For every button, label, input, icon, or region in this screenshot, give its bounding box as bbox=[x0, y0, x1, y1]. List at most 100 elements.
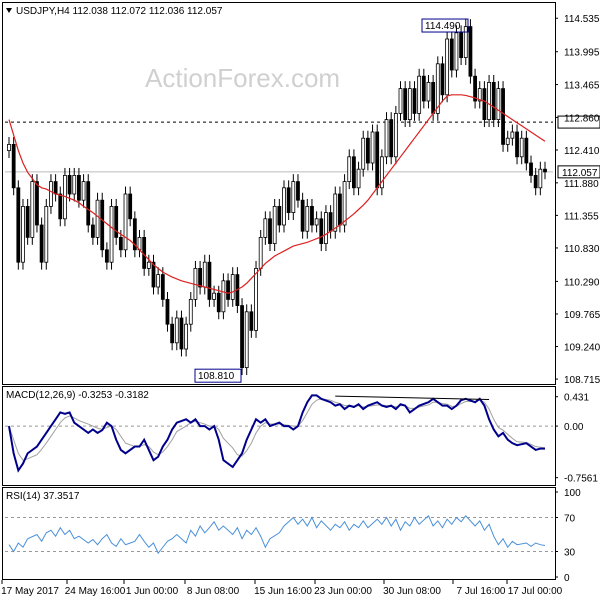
candle-body bbox=[128, 193, 133, 220]
candle-body bbox=[482, 88, 487, 120]
candle-body bbox=[505, 137, 510, 145]
candle-body bbox=[338, 193, 342, 226]
price-tick-label: 108.715 bbox=[564, 375, 600, 386]
x-tick-label: 7 Jul 16:00 bbox=[457, 586, 506, 597]
candle-body bbox=[160, 274, 165, 300]
candle-body bbox=[188, 298, 193, 325]
candle-body bbox=[11, 143, 16, 189]
candle-body bbox=[300, 199, 305, 232]
candle-body bbox=[90, 224, 95, 238]
candle-body bbox=[104, 249, 109, 263]
candle-body bbox=[165, 298, 170, 325]
candle-body bbox=[463, 26, 468, 59]
x-tick-label: 15 Jun 16:00 bbox=[254, 586, 312, 597]
price-tick-label: 109.240 bbox=[564, 343, 600, 354]
candle-body bbox=[230, 274, 235, 300]
rsi-tick-label: 100 bbox=[564, 488, 581, 499]
candle-body bbox=[202, 261, 207, 288]
price-tick-label: 113.995 bbox=[564, 48, 600, 59]
price-panel bbox=[2, 2, 556, 385]
x-tick-label: 17 May 2017 bbox=[1, 586, 59, 597]
candle-body bbox=[328, 212, 333, 232]
price-tick-label: 109.765 bbox=[564, 310, 600, 321]
current-price-label: 112.057 bbox=[562, 168, 598, 179]
macd-tick-label: -0.7561 bbox=[564, 474, 598, 485]
candle-body bbox=[491, 82, 496, 121]
candle-body bbox=[529, 162, 533, 176]
candle-body bbox=[263, 218, 268, 238]
candle-body bbox=[249, 311, 254, 331]
candle-body bbox=[7, 143, 11, 151]
candle-body bbox=[179, 317, 184, 350]
candle-body bbox=[468, 26, 473, 77]
candle-body bbox=[533, 174, 538, 189]
candle-body bbox=[379, 156, 384, 189]
candle-body bbox=[123, 193, 128, 251]
x-tick-label: 30 Jun 08:00 bbox=[383, 586, 441, 597]
candle-body bbox=[389, 119, 394, 158]
candle-body bbox=[519, 137, 524, 158]
rsi-title: RSI(14) 37.3517 bbox=[6, 491, 80, 502]
rsi-series-layer bbox=[5, 514, 553, 555]
candle-body bbox=[435, 63, 440, 114]
candle-body bbox=[268, 218, 272, 245]
candle-body bbox=[403, 88, 408, 120]
candle-body bbox=[244, 311, 249, 368]
candle-body bbox=[501, 88, 505, 145]
candle-body bbox=[170, 323, 175, 344]
macd-series-layer bbox=[5, 394, 553, 473]
price-tick-label: 112.410 bbox=[564, 146, 600, 157]
candle-body bbox=[296, 181, 300, 201]
candle-body bbox=[314, 218, 319, 226]
macd-line bbox=[8, 394, 545, 473]
candle-body bbox=[207, 261, 212, 300]
low-label: 108.810 bbox=[198, 371, 235, 382]
candle-body bbox=[319, 218, 324, 245]
candle-body bbox=[198, 267, 202, 288]
candle-body bbox=[347, 156, 352, 183]
candle-body bbox=[496, 88, 501, 120]
candle-body bbox=[421, 75, 426, 102]
candle-body bbox=[39, 224, 44, 263]
candle-body bbox=[393, 113, 398, 158]
candle-body bbox=[412, 88, 417, 114]
macd-tick-label: 0.00 bbox=[564, 422, 584, 433]
candle-body bbox=[114, 205, 119, 238]
candle-body bbox=[487, 82, 491, 121]
candle-body bbox=[305, 205, 310, 232]
candle-body bbox=[254, 267, 258, 331]
candle-body bbox=[226, 280, 230, 300]
candle-body bbox=[72, 174, 77, 195]
candle-body bbox=[81, 181, 86, 201]
candle-body bbox=[25, 205, 30, 238]
candle-body bbox=[473, 75, 477, 102]
rsi-tick-label: 0 bbox=[564, 573, 570, 584]
candle-body bbox=[361, 137, 366, 170]
candle-body bbox=[291, 181, 296, 214]
candle-body bbox=[417, 75, 422, 114]
candle-body bbox=[510, 131, 515, 139]
candle-body bbox=[543, 168, 547, 173]
price-tick-label: 114.535 bbox=[564, 14, 600, 25]
candle-body bbox=[53, 181, 58, 195]
candle-body bbox=[477, 88, 482, 102]
candle-body bbox=[524, 137, 529, 164]
candle-body bbox=[58, 193, 63, 220]
dropdown-triangle-icon[interactable] bbox=[6, 8, 12, 13]
candle-body bbox=[146, 261, 151, 269]
watermark: ActionForex.com bbox=[145, 63, 340, 93]
candle-body bbox=[49, 181, 53, 207]
candle-body bbox=[221, 280, 226, 313]
rsi-tick-label: 70 bbox=[564, 514, 576, 525]
candle-body bbox=[277, 205, 282, 226]
moving-average-line bbox=[8, 94, 546, 294]
candle-body bbox=[86, 181, 91, 226]
candle-body bbox=[310, 205, 314, 226]
candle-body bbox=[365, 137, 370, 164]
low-label-box bbox=[194, 368, 242, 383]
candle-body bbox=[95, 199, 100, 238]
candle-body bbox=[109, 205, 114, 263]
high-label: 114.490 bbox=[425, 21, 461, 32]
high-label-box bbox=[421, 18, 469, 33]
